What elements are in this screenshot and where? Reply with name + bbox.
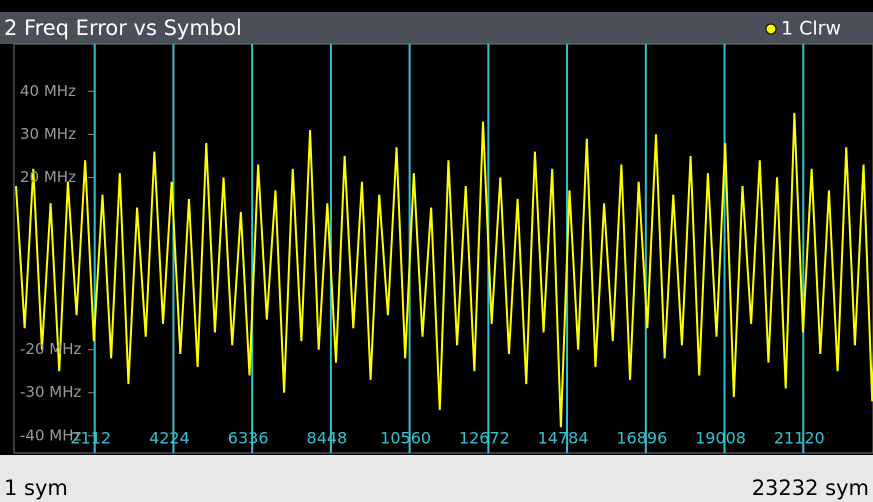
- x-end-label: 23232 sym: [752, 476, 869, 500]
- y-tick-label: 20 MHz: [20, 168, 76, 186]
- x-tick-label: 4224: [149, 429, 190, 448]
- plot: 2112 4224 6336 8448 10560 12672 14784 16896 1900…: [13, 43, 873, 454]
- x-tick-label: 12672: [459, 429, 510, 448]
- x-tick-label: 8448: [307, 429, 348, 448]
- y-tick-label: -30 MHz: [20, 383, 81, 401]
- x-tick-label: 16896: [616, 429, 667, 448]
- plot-area: [13, 43, 873, 454]
- x-tick-label: 14784: [538, 429, 589, 448]
- legend-label: 1 Clrw: [781, 18, 841, 40]
- x-tick-label: 6336: [228, 429, 269, 448]
- x-tick-label: 21120: [774, 429, 825, 448]
- y-tick-label: -20 MHz: [20, 340, 81, 358]
- legend-dot: [765, 23, 777, 35]
- title-bar: [0, 12, 873, 44]
- chart-title: 2 Freq Error vs Symbol: [4, 16, 242, 40]
- y-tick-label: 40 MHz: [20, 82, 76, 100]
- x-tick-label: 2112: [70, 429, 111, 448]
- x-start-label: 1 sym: [4, 476, 68, 500]
- footer-bar: [0, 455, 873, 502]
- trace: [15, 112, 873, 428]
- y-tick-label: 30 MHz: [20, 125, 76, 143]
- x-tick-label: 10560: [380, 429, 431, 448]
- x-tick-label: 19008: [695, 429, 746, 448]
- y-tick-label: -40 MHz: [20, 426, 81, 444]
